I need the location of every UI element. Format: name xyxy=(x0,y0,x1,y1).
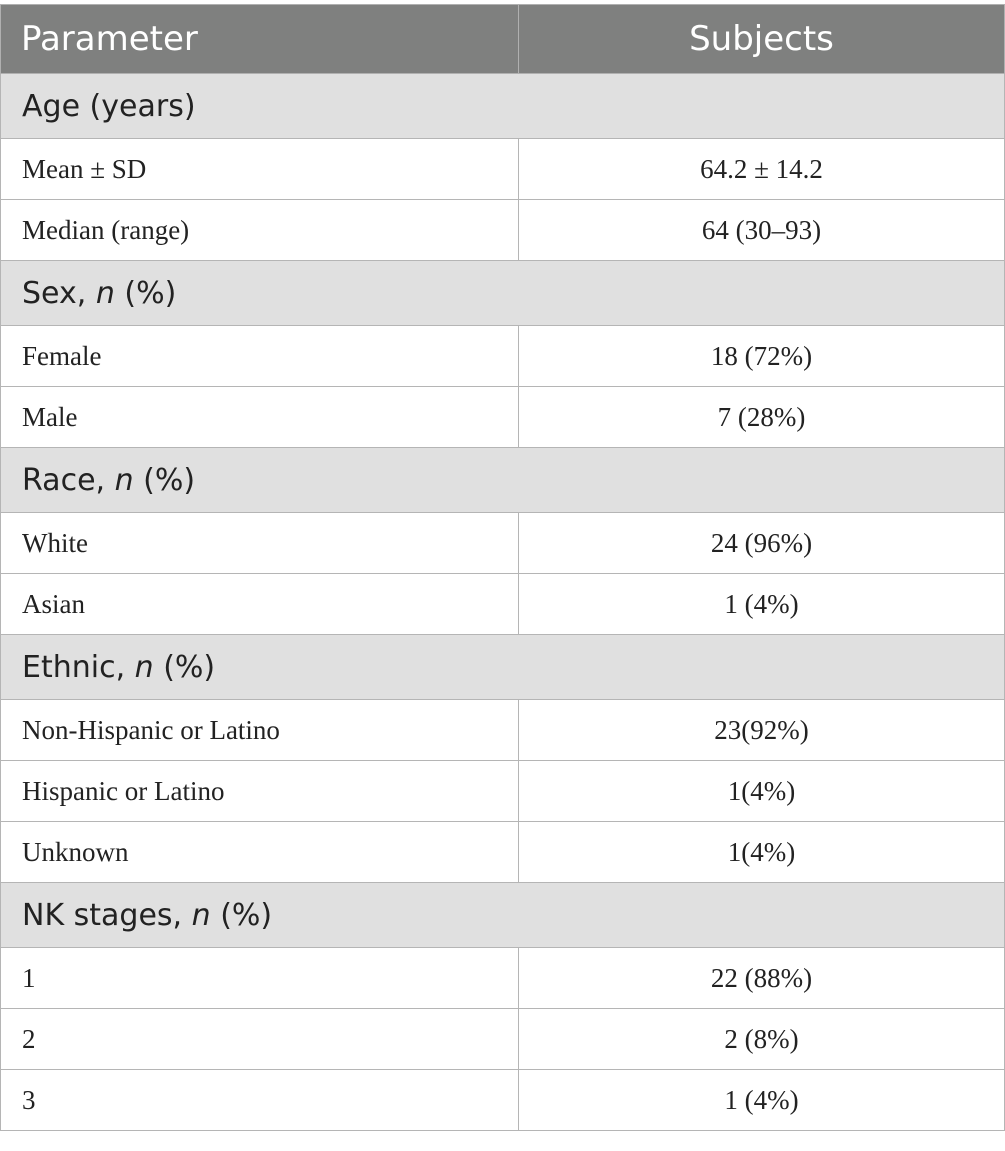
row-label: Hispanic or Latino xyxy=(0,760,519,822)
row-label: Median (range) xyxy=(0,199,519,261)
row-value: 7 (28%) xyxy=(518,386,1005,448)
table-row: 3 1 (4%) xyxy=(0,1069,1005,1131)
row-label: Asian xyxy=(0,573,519,635)
row-value: 22 (88%) xyxy=(518,947,1005,1009)
row-value: 1 (4%) xyxy=(518,573,1005,635)
row-value: 1(4%) xyxy=(518,760,1005,822)
table-row: Non-Hispanic or Latino 23(92%) xyxy=(0,699,1005,761)
group-title: Sex, n (%) xyxy=(0,260,1005,326)
row-label: 2 xyxy=(0,1008,519,1070)
row-label: Female xyxy=(0,325,519,387)
group-title: NK stages, n (%) xyxy=(0,882,1005,948)
table-row: 2 2 (8%) xyxy=(0,1008,1005,1070)
row-value: 64 (30–93) xyxy=(518,199,1005,261)
group-title: Age (years) xyxy=(0,73,1005,139)
header-row: Parameter Subjects xyxy=(0,4,1005,74)
row-label: Mean ± SD xyxy=(0,138,519,200)
table-row: Female 18 (72%) xyxy=(0,325,1005,387)
demographics-table: Parameter Subjects Age (years) Mean ± SD… xyxy=(0,4,1005,1131)
row-label: White xyxy=(0,512,519,574)
table-row: Male 7 (28%) xyxy=(0,386,1005,448)
group-title: Race, n (%) xyxy=(0,447,1005,513)
group-row-race: Race, n (%) xyxy=(0,447,1005,513)
header-parameter: Parameter xyxy=(0,4,519,74)
table-row: Asian 1 (4%) xyxy=(0,573,1005,635)
header-subjects: Subjects xyxy=(518,4,1005,74)
row-value: 1 (4%) xyxy=(518,1069,1005,1131)
row-label: 1 xyxy=(0,947,519,1009)
row-value: 1(4%) xyxy=(518,821,1005,883)
group-row-sex: Sex, n (%) xyxy=(0,260,1005,326)
row-label: Male xyxy=(0,386,519,448)
group-row-ethnic: Ethnic, n (%) xyxy=(0,634,1005,700)
row-label: Unknown xyxy=(0,821,519,883)
table-row: Unknown 1(4%) xyxy=(0,821,1005,883)
table-row: Hispanic or Latino 1(4%) xyxy=(0,760,1005,822)
row-label: Non-Hispanic or Latino xyxy=(0,699,519,761)
group-row-nk-stages: NK stages, n (%) xyxy=(0,882,1005,948)
group-title: Ethnic, n (%) xyxy=(0,634,1005,700)
table-row: White 24 (96%) xyxy=(0,512,1005,574)
group-row-age: Age (years) xyxy=(0,73,1005,139)
row-value: 24 (96%) xyxy=(518,512,1005,574)
row-label: 3 xyxy=(0,1069,519,1131)
row-value: 18 (72%) xyxy=(518,325,1005,387)
row-value: 64.2 ± 14.2 xyxy=(518,138,1005,200)
row-value: 23(92%) xyxy=(518,699,1005,761)
table-row: Median (range) 64 (30–93) xyxy=(0,199,1005,261)
table-row: 1 22 (88%) xyxy=(0,947,1005,1009)
row-value: 2 (8%) xyxy=(518,1008,1005,1070)
table-row: Mean ± SD 64.2 ± 14.2 xyxy=(0,138,1005,200)
